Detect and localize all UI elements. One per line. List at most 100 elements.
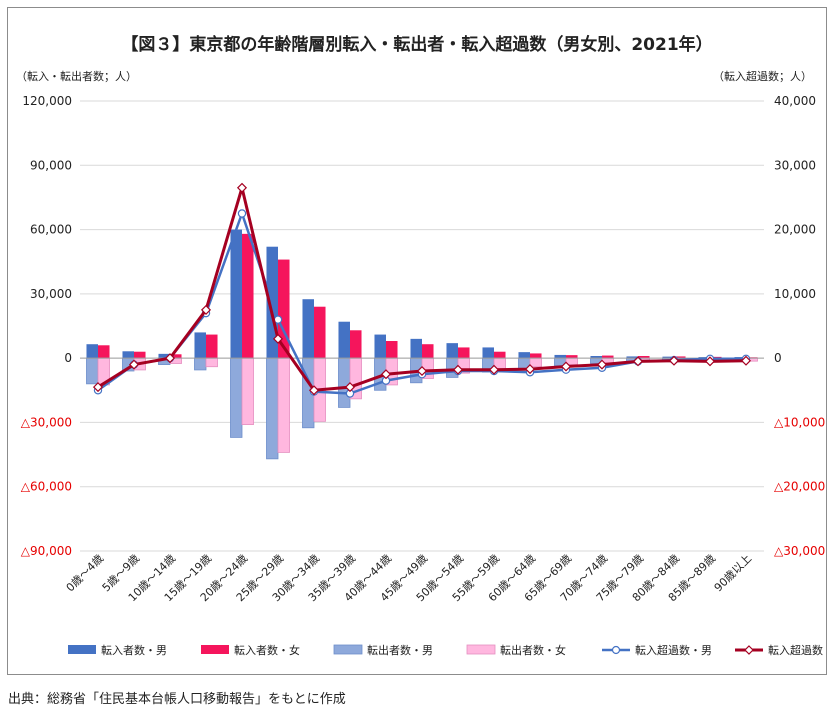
bar-in-male <box>158 353 170 359</box>
legend-swatch <box>466 644 496 655</box>
left-axis-ticks: 120,000 90,000 60,000 30,000 0 △30,000 △60,000… <box>21 94 72 558</box>
left-tick-label: △60,000 <box>21 480 72 494</box>
legend-label: 転入者数・男 <box>101 644 167 657</box>
bar-out-female <box>205 357 218 368</box>
line-series <box>92 182 752 398</box>
marker-net-male <box>237 209 247 218</box>
marker-net-female <box>272 333 284 344</box>
left-tick-label: △30,000 <box>21 415 72 429</box>
bar-out-male <box>194 357 207 371</box>
legend-marker <box>611 645 621 655</box>
bar-in-male <box>194 332 206 359</box>
right-tick-label: △30,000 <box>774 544 825 558</box>
chart-svg: 【図３】東京都の年齢階層別転入・転出者・転入超過数（男女別、2021年） （転入… <box>16 34 826 657</box>
bar-in-male <box>698 357 710 359</box>
bar-in-male <box>554 354 566 359</box>
bar-out-female <box>277 357 290 453</box>
right-tick-label: 10,000 <box>774 287 816 301</box>
bar-in-male <box>662 356 674 359</box>
left-tick-label: 30,000 <box>30 287 72 301</box>
bar-in-female <box>350 330 362 359</box>
bar-out-male <box>230 357 243 438</box>
legend-swatch <box>68 645 96 654</box>
bar-out-female <box>241 357 254 425</box>
right-tick-label: 40,000 <box>774 94 816 108</box>
marker-net-female <box>308 385 320 396</box>
marker-net-female <box>128 359 140 370</box>
gridlines <box>80 100 764 552</box>
right-tick-label: △10,000 <box>774 415 825 429</box>
bar-in-male <box>446 343 458 359</box>
bar-in-male <box>230 229 242 359</box>
bar-in-male <box>374 334 386 359</box>
bar-in-female <box>314 306 326 359</box>
legend-label: 転入超過数・男 <box>635 643 712 657</box>
bar-out-male <box>266 357 279 460</box>
left-tick-label: 60,000 <box>30 223 72 237</box>
left-tick-label: 90,000 <box>30 158 72 172</box>
legend: 転入者数・男 転入者数・女 転出者数・男 転出者数・女 転入超過数・男 転入超過数・女 <box>68 643 826 657</box>
right-tick-label: 30,000 <box>774 158 816 172</box>
bar-in-female <box>98 345 110 359</box>
category-label: 0歳～4歳 <box>64 552 106 594</box>
marker-net-female <box>452 364 464 375</box>
bar-in-male <box>338 321 350 359</box>
left-tick-label: △90,000 <box>21 544 72 558</box>
right-tick-label: △20,000 <box>774 480 825 494</box>
bar-in-female <box>422 344 434 359</box>
marker-net-female <box>596 359 608 370</box>
bar-in-male <box>302 299 314 359</box>
bar-in-female <box>638 356 650 359</box>
legend-label: 転出者数・女 <box>500 643 566 657</box>
bar-in-male <box>518 352 530 359</box>
bar-in-female <box>278 259 290 359</box>
marker-net-female <box>164 353 176 364</box>
marker-net-female <box>740 355 752 366</box>
right-axis-title: （転入超過数；人） <box>713 69 812 83</box>
category-label: 90歳以上 <box>712 552 754 594</box>
bar-in-female <box>206 334 218 359</box>
left-tick-label: 120,000 <box>22 94 72 108</box>
bar-in-male <box>626 356 638 359</box>
legend-label: 転入超過数・女 <box>768 643 826 657</box>
marker-net-female <box>380 369 392 380</box>
marker-net-female <box>524 364 536 375</box>
bar-out-male <box>338 357 351 408</box>
legend-label: 転入者数・女 <box>234 643 300 657</box>
left-tick-label: 0 <box>64 351 72 365</box>
bar-in-female <box>134 351 146 359</box>
legend-swatch <box>333 644 363 655</box>
bar-in-female <box>530 353 542 359</box>
marker-net-female <box>344 382 356 393</box>
marker-net-female <box>236 182 248 193</box>
bar-in-female <box>386 341 398 359</box>
bar-in-female <box>458 347 470 359</box>
chart-title: 【図３】東京都の年齢階層別転入・転出者・転入超過数（男女別、2021年） <box>121 34 712 55</box>
bar-in-male <box>86 344 98 359</box>
bar-in-female <box>170 354 182 359</box>
bar-in-male <box>590 356 602 359</box>
right-tick-label: 20,000 <box>774 223 816 237</box>
bar-out-male <box>86 357 99 385</box>
marker-net-female <box>488 364 500 375</box>
bar-in-female <box>674 356 686 359</box>
marker-net-female <box>92 382 104 393</box>
bar-in-male <box>122 351 134 359</box>
marker-net-female <box>632 356 644 367</box>
marker-net-female <box>200 304 212 315</box>
bar-series <box>86 229 758 460</box>
bar-in-male <box>482 347 494 359</box>
right-axis-ticks: 40,000 30,000 20,000 10,000 0 △10,000 △20,000 △… <box>774 94 825 558</box>
bar-in-female <box>494 351 506 359</box>
right-tick-label: 0 <box>774 351 782 365</box>
legend-label: 転出者数・男 <box>367 643 433 657</box>
bar-in-female <box>602 355 614 359</box>
marker-net-female <box>668 355 680 366</box>
bar-in-female <box>242 233 254 359</box>
bar-in-female <box>710 356 722 359</box>
marker-net-female <box>560 361 572 372</box>
bar-in-male <box>410 338 422 359</box>
marker-net-female <box>704 356 716 367</box>
bar-in-female <box>566 355 578 359</box>
legend-swatch <box>201 645 229 654</box>
